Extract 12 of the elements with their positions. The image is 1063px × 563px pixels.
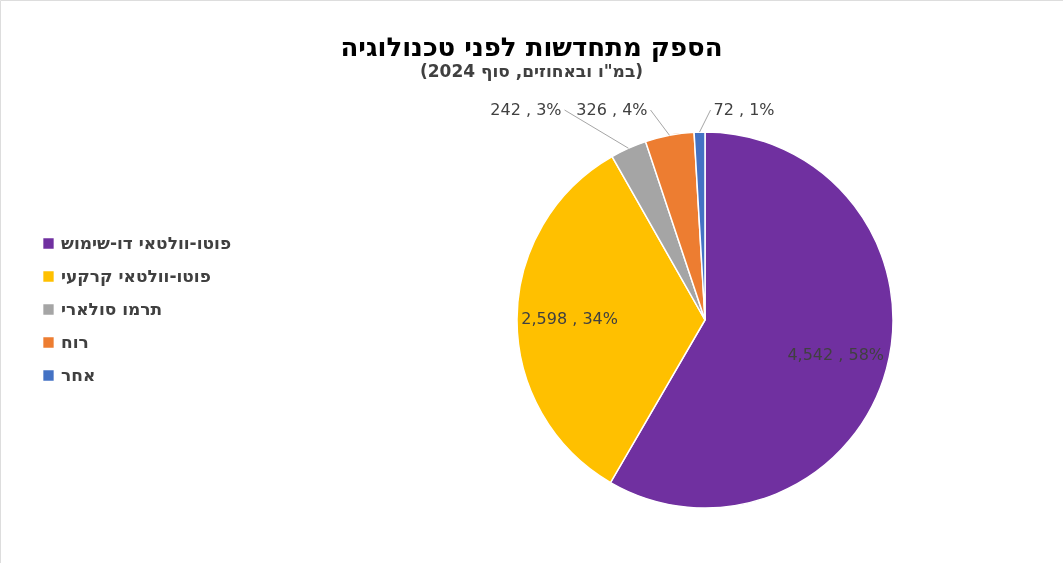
legend-label: פוטו-וולטאי דו-שימוש bbox=[61, 232, 232, 253]
legend-label: פוטו-וולטאי קרקעי bbox=[61, 265, 211, 286]
legend-label: רוח bbox=[61, 331, 89, 352]
data-label: 2,598 , 34% bbox=[521, 309, 618, 329]
chart-subtitle: (במ"ו ובאחוזים, סוף 2024) bbox=[419, 61, 644, 81]
legend-label: אחר bbox=[61, 364, 96, 385]
data-label: 72 , 1% bbox=[713, 100, 775, 119]
data-label: 4,542 , 58% bbox=[787, 345, 885, 365]
data-label: 326 , 4% bbox=[576, 100, 648, 119]
chart-title: הספק מתחדשות לפני טכנולוגיה bbox=[340, 32, 723, 62]
legend-label: תרמו סולארי bbox=[61, 298, 163, 319]
data-label: 242 , 3% bbox=[490, 100, 562, 119]
